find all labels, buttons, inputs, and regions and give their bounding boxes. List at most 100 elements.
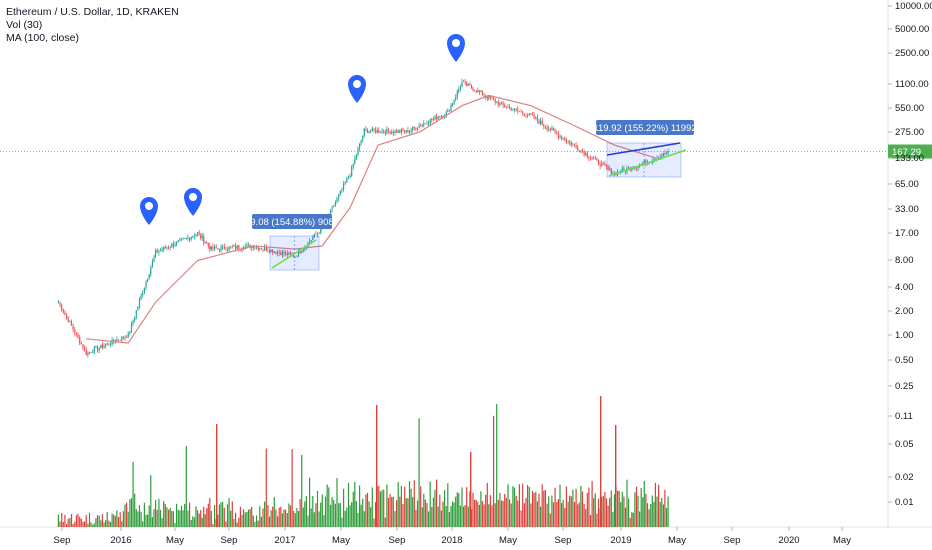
volume-bar	[169, 507, 171, 527]
volume-bar	[371, 487, 373, 527]
volume-bar	[561, 503, 563, 527]
candle-body	[640, 163, 642, 165]
price-axis[interactable]: 10000.00 5000.00 2500.00 1100.00 550.00 275.0…	[888, 1, 932, 508]
symbol-title[interactable]: Ethereum / U.S. Dollar, 1D, KRAKEN	[6, 6, 179, 18]
volume-bar	[105, 520, 107, 527]
candle-body	[105, 344, 107, 346]
candle-body	[275, 251, 277, 254]
candle-body	[488, 95, 490, 99]
candle-body	[383, 130, 385, 132]
price-tick-label: 0.01	[895, 497, 914, 508]
volume-bar	[559, 484, 561, 527]
candle-body	[151, 261, 153, 268]
candle-body	[226, 249, 229, 251]
candle-body	[80, 343, 82, 345]
volume-bar	[500, 500, 503, 527]
candle-body	[333, 205, 335, 207]
volume-bar	[659, 502, 661, 527]
candle-body	[507, 107, 509, 108]
map-pin-icon[interactable]	[447, 34, 465, 62]
trendline-support[interactable]	[608, 149, 687, 177]
candle-body	[177, 240, 179, 242]
volume-bar	[464, 505, 466, 527]
candle-body	[523, 113, 525, 116]
candle-body	[355, 155, 357, 159]
volume-bar	[137, 511, 139, 527]
volume-bar	[444, 490, 446, 527]
candle-body	[645, 160, 647, 165]
volume-bar	[632, 512, 634, 527]
volume-bar	[407, 498, 409, 527]
candle-body	[551, 128, 553, 131]
drawings[interactable]: 167.29 9.08 (154.88%) 908 119.92 (155.22%)…	[0, 34, 932, 271]
volume-bar	[437, 506, 439, 527]
volume-bar	[572, 489, 574, 527]
time-tick-label: Sep	[724, 535, 741, 546]
volume-bar	[95, 518, 97, 527]
volume-bar	[570, 496, 572, 527]
candle-body	[405, 130, 407, 133]
trendline-support[interactable]	[271, 239, 317, 269]
volume-bar	[408, 481, 411, 527]
volume-bar	[546, 503, 548, 527]
volume-bar	[543, 490, 545, 527]
volume-bar	[239, 506, 241, 527]
candle-body	[373, 128, 375, 131]
candle-body	[346, 178, 348, 183]
candle-body	[570, 142, 572, 146]
map-pin-icon[interactable]	[184, 188, 202, 216]
moving-average-label[interactable]: MA (100, close)	[6, 32, 79, 44]
candle-body	[277, 252, 279, 254]
candle-body	[280, 252, 282, 256]
volume-bar	[463, 506, 465, 527]
volume-bar	[640, 488, 642, 527]
volume-bar	[610, 490, 612, 527]
volume-bar	[185, 446, 187, 527]
volume-bar	[159, 509, 162, 527]
volume-bar	[195, 506, 197, 527]
candle-body	[426, 123, 428, 125]
ma-100-line[interactable]	[86, 94, 656, 344]
candle-body	[486, 96, 488, 99]
volume-bar	[648, 509, 650, 527]
volume-bar	[497, 499, 499, 527]
time-tick-label: May	[833, 535, 851, 546]
candle-body	[370, 130, 372, 132]
candle-body	[159, 250, 162, 252]
volume-bar	[370, 507, 372, 527]
price-tick-label: 4.00	[895, 282, 914, 293]
candle-body	[331, 206, 333, 210]
volume-bar	[163, 501, 165, 527]
trendline-resistance[interactable]	[606, 142, 681, 156]
volume-bar	[656, 496, 658, 527]
volume-bar	[273, 497, 275, 527]
candle-body	[371, 128, 373, 131]
volume-bar	[642, 497, 644, 527]
volume-indicator-label[interactable]: Vol (30)	[6, 19, 43, 31]
candle-body	[233, 245, 235, 247]
time-axis[interactable]: Sep 2016 May Sep 2017 May Sep 2018 May Sep 2019 May…	[54, 527, 852, 546]
candle-body	[182, 238, 184, 239]
candle-body	[565, 140, 567, 142]
candle-body	[176, 241, 178, 245]
candle-body	[434, 116, 436, 119]
volume-bar	[451, 501, 454, 527]
candle-body	[172, 244, 174, 247]
volume-bar	[130, 498, 133, 527]
volume-bar	[124, 504, 126, 527]
candle-body	[163, 247, 165, 250]
volume-bar	[256, 515, 258, 527]
volume-bar	[396, 500, 398, 527]
volume-bar	[362, 498, 364, 527]
candle-body	[106, 343, 108, 345]
volume-bar	[109, 522, 112, 527]
volume-bar	[150, 475, 152, 527]
map-pin-icon[interactable]	[348, 75, 366, 103]
volume-bar	[72, 523, 74, 527]
candle-body	[134, 316, 136, 321]
candle-body	[168, 247, 170, 249]
volume-bar	[404, 486, 406, 527]
map-pin-icon[interactable]	[140, 197, 158, 225]
volume-bar	[92, 524, 94, 527]
